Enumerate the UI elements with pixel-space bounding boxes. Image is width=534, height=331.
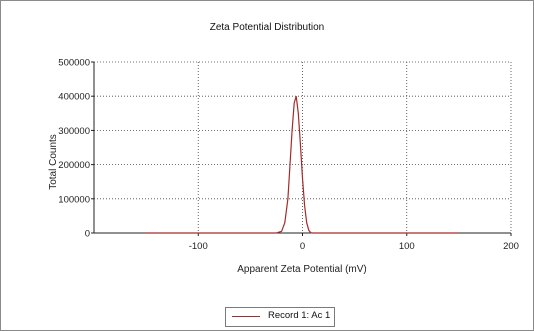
x-tick-label: -100 [189, 241, 208, 252]
y-tick-label: 500000 [58, 58, 90, 69]
axis-layer: 0 100000 200000 300000 400000 500000 -100 0 100 2… [58, 58, 519, 253]
x-tick-label: 200 [503, 241, 519, 252]
y-tick-label: 400000 [58, 92, 90, 103]
y-tick-label: 0 [85, 229, 90, 240]
chart-title: Zeta Potential Distribution [209, 22, 325, 33]
y-axis-label: Total Counts [48, 134, 59, 190]
legend-label: Record 1: Ac 1 [268, 310, 331, 321]
y-tick-label: 300000 [58, 126, 90, 137]
y-tick-label: 100000 [58, 194, 90, 205]
x-tick-label: 0 [300, 241, 305, 252]
grid-layer [94, 61, 512, 233]
series-layer [146, 96, 459, 234]
legend: Record 1: Ac 1 [225, 307, 335, 327]
y-tick-label: 200000 [58, 160, 90, 171]
x-tick-label: 100 [399, 241, 415, 252]
legend-swatch [232, 316, 260, 317]
series-line [146, 96, 459, 234]
x-axis-label: Apparent Zeta Potential (mV) [237, 264, 367, 275]
